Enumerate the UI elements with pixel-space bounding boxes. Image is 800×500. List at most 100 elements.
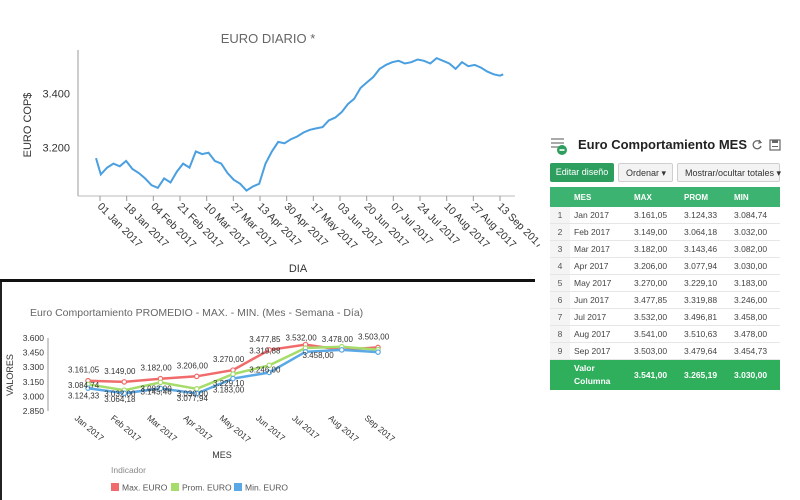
monthly-data-label: 3.182,00: [141, 364, 173, 373]
monthly-data-label: 3.319,88: [249, 346, 281, 355]
table-cell-prom: 3.479,64: [680, 342, 730, 360]
legend-title: Indicador: [111, 465, 146, 475]
monthly-point[interactable]: [230, 371, 236, 377]
monthly-data-label: 3.478,00: [322, 335, 354, 344]
table-header-row: MES MAX PROM MIN: [550, 187, 780, 207]
table-cell-mes: Sep 2017: [570, 342, 630, 360]
footer-index: [550, 359, 570, 390]
table-cell-i: 1: [550, 207, 570, 224]
monthly-ytick-label: 3.600: [23, 333, 45, 343]
legend-label[interactable]: Prom. EURO: [182, 483, 232, 493]
table-row[interactable]: 5 May 2017 3.270,00 3.229,10 3.183,00: [550, 274, 780, 292]
col-prom[interactable]: PROM: [680, 187, 730, 207]
table-cell-min: 3.082,00: [730, 240, 780, 258]
monthly-ytick-label: 3.300: [23, 362, 45, 372]
table-cell-i: 6: [550, 291, 570, 309]
monthly-xtick-label: Jun 2017: [254, 413, 287, 443]
divider: [0, 279, 535, 282]
monthly-xlabel: MES: [212, 450, 232, 460]
table-row[interactable]: 2 Feb 2017 3.149,00 3.064,18 3.032,00: [550, 223, 780, 241]
monthly-data-label: 3.149,00: [104, 367, 136, 376]
monthly-point[interactable]: [193, 373, 200, 380]
table-row[interactable]: 1 Jan 2017 3.161,05 3.124,33 3.084,74: [550, 207, 780, 224]
export-icon[interactable]: [769, 139, 781, 151]
table-cell-i: 7: [550, 308, 570, 326]
daily-ylabel: EURO COP$: [22, 93, 34, 158]
table-cell-max: 3.149,00: [630, 223, 680, 241]
refresh-icon[interactable]: [751, 139, 763, 151]
panel-header: Euro Comportamiento MES: [548, 130, 788, 160]
table-cell-prom: 3.064,18: [680, 223, 730, 241]
toggle-totals-dropdown[interactable]: Mostrar/ocultar totales ▾: [677, 163, 781, 182]
table-cell-min: 3.032,00: [730, 223, 780, 241]
monthly-euro-chart: Euro Comportamiento PROMEDIO - MAX. - MI…: [5, 307, 397, 493]
table-row[interactable]: 4 Apr 2017 3.206,00 3.077,94 3.030,00: [550, 257, 780, 275]
table-cell-min: 3.454,73: [730, 342, 780, 360]
table-cell-mes: Apr 2017: [570, 257, 630, 275]
monthly-ytick-label: 2.850: [23, 406, 45, 416]
monthly-point[interactable]: [157, 385, 164, 392]
table-row[interactable]: 3 Mar 2017 3.182,00 3.143,46 3.082,00: [550, 240, 780, 258]
legend-label[interactable]: Min. EURO: [245, 483, 288, 493]
edit-design-button[interactable]: Editar diseño: [550, 163, 614, 182]
table-cell-i: 2: [550, 223, 570, 241]
monthly-point[interactable]: [266, 369, 273, 376]
table-row[interactable]: 8 Aug 2017 3.541,00 3.510,63 3.478,00: [550, 325, 780, 343]
monthly-point[interactable]: [193, 390, 200, 397]
table-cell-mes: Mar 2017: [570, 240, 630, 258]
monthly-xtick-label: Aug 2017: [326, 413, 361, 444]
divider-vertical: [0, 282, 2, 500]
table-cell-i: 4: [550, 257, 570, 275]
monthly-point[interactable]: [266, 347, 273, 353]
monthly-xtick-label: Jan 2017: [73, 413, 106, 443]
monthly-data-label: 3.124,33: [68, 391, 100, 400]
monthly-point[interactable]: [375, 349, 381, 355]
monthly-xtick-label: Jul 2017: [290, 413, 321, 441]
table-cell-max: 3.532,00: [630, 308, 680, 326]
table-cell-prom: 3.510,63: [680, 325, 730, 343]
monthly-point[interactable]: [338, 347, 345, 353]
legend-label[interactable]: Max. EURO: [122, 483, 168, 493]
table-cell-min: 3.084,74: [730, 207, 780, 224]
panel-title: Euro Comportamiento MES: [578, 137, 748, 152]
col-max[interactable]: MAX: [630, 187, 680, 207]
table-cell-max: 3.541,00: [630, 325, 680, 343]
order-dropdown[interactable]: Ordenar ▾: [618, 163, 673, 182]
table-cell-min: 3.458,00: [730, 308, 780, 326]
monthly-point[interactable]: [266, 362, 273, 369]
table-row[interactable]: 9 Sep 2017 3.503,00 3.479,64 3.454,73: [550, 342, 780, 360]
monthly-point[interactable]: [157, 379, 164, 386]
legend-swatch: [234, 483, 242, 491]
col-mes[interactable]: MES: [570, 187, 630, 207]
footer-prom: 3.265,19: [680, 359, 730, 390]
monthly-data-label: 3.458,00: [303, 351, 335, 360]
monthly-point[interactable]: [85, 385, 91, 391]
footer-label: Valor Columna: [570, 359, 630, 390]
table-footer-row: Valor Columna 3.541,00 3.265,19 3.030,00: [550, 359, 780, 390]
monthly-data-label: 3.183,00: [213, 386, 245, 395]
table-row[interactable]: 7 Jul 2017 3.532,00 3.496,81 3.458,00: [550, 308, 780, 326]
col-min[interactable]: MIN: [730, 187, 780, 207]
monthly-point[interactable]: [121, 379, 128, 385]
table-cell-mes: May 2017: [570, 274, 630, 292]
table-cell-i: 8: [550, 325, 570, 343]
monthly-data-label: 3.246,00: [249, 365, 281, 374]
footer-max: 3.541,00: [630, 359, 680, 390]
table-cell-min: 3.246,00: [730, 291, 780, 309]
table-cell-min: 3.183,00: [730, 274, 780, 292]
monthly-ytick-label: 3.150: [23, 377, 45, 387]
table-cell-max: 3.161,05: [630, 207, 680, 224]
table-row[interactable]: 6 Jun 2017 3.477,85 3.319,88 3.246,00: [550, 291, 780, 309]
monthly-xtick-label: Feb 2017: [109, 413, 143, 444]
monthly-data-label: 3.082,00: [141, 384, 173, 393]
monthly-point[interactable]: [230, 375, 236, 382]
monthly-data-label: 3.143,46: [141, 387, 173, 396]
table-cell-prom: 3.077,94: [680, 257, 730, 275]
table-cell-max: 3.270,00: [630, 274, 680, 292]
monthly-point[interactable]: [302, 349, 309, 355]
monthly-xtick-label: May 2017: [218, 413, 253, 445]
table-cell-min: 3.478,00: [730, 325, 780, 343]
monthly-data-label: 3.270,00: [213, 355, 245, 364]
monthly-point[interactable]: [121, 390, 128, 397]
